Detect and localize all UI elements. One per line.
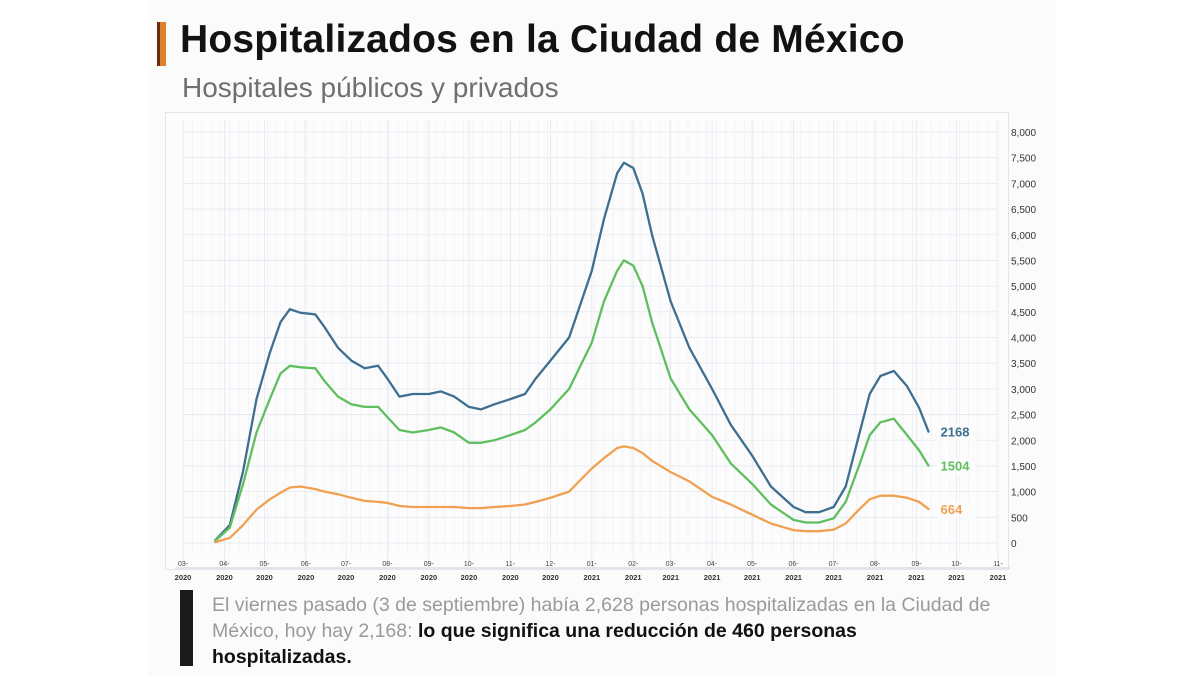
x-tick-year: 2020 <box>338 573 355 582</box>
x-tick-month: 08- <box>870 561 881 568</box>
x-tick-month: 11- <box>993 561 1003 568</box>
x-tick-year: 2021 <box>785 573 802 582</box>
x-tick-year: 2021 <box>867 573 884 582</box>
series-line-1 <box>213 259 930 543</box>
end-label-bg <box>937 424 976 441</box>
x-tick-year: 2021 <box>625 573 642 582</box>
end-label-bg <box>937 501 976 518</box>
page-title: Hospitalizados en la Ciudad de México <box>180 18 905 61</box>
y-tick-label: 7,000 <box>1011 179 1036 190</box>
x-tick-month: 05- <box>259 561 270 568</box>
x-tick-month: 06- <box>301 561 312 568</box>
x-tick-year: 2021 <box>908 573 925 582</box>
y-tick-label: 4,000 <box>1011 334 1036 345</box>
series-line-0 <box>213 161 930 542</box>
y-tick-label: 6,000 <box>1011 231 1036 242</box>
series-end-label: 2168 <box>941 425 970 440</box>
x-tick-month: 01- <box>587 561 598 568</box>
x-tick-month: 11- <box>506 561 516 568</box>
series-end-label: 664 <box>941 502 963 517</box>
x-tick-year: 2020 <box>502 573 519 582</box>
x-tick-year: 2021 <box>825 573 842 582</box>
note-text: El viernes pasado (3 de septiembre) habí… <box>212 594 991 642</box>
y-tick-label: 1,500 <box>1011 462 1036 473</box>
page-subtitle: Hospitales públicos y privados <box>182 72 559 103</box>
y-tick-label: 5,500 <box>1011 256 1036 267</box>
note-highlight: lo que significa una reducción de 460 pe… <box>212 620 857 668</box>
series-end-label: 1504 <box>941 459 971 474</box>
series-line-2 <box>213 445 930 544</box>
x-tick-year: 2021 <box>704 573 721 582</box>
x-tick-month: 04- <box>707 561 718 568</box>
y-tick-label: 3,000 <box>1011 385 1036 396</box>
y-tick-label: 4,500 <box>1011 308 1036 319</box>
x-tick-month: 02- <box>628 561 639 568</box>
summary-note: El viernes pasado (3 de septiembre) habí… <box>212 592 1002 670</box>
x-tick-year: 2020 <box>420 573 437 582</box>
x-tick-month: 06- <box>789 561 800 568</box>
x-tick-month: 03- <box>178 561 189 568</box>
x-tick-month: 07- <box>829 561 840 568</box>
x-tick-month: 04- <box>219 561 230 568</box>
x-tick-year: 2020 <box>542 573 559 582</box>
x-tick-month: 03- <box>666 561 677 568</box>
x-tick-year: 2021 <box>662 573 679 582</box>
x-tick-year: 2020 <box>175 573 192 582</box>
x-tick-year: 2020 <box>256 573 273 582</box>
title-accent-bar <box>157 22 166 66</box>
x-tick-year: 2020 <box>461 573 478 582</box>
x-tick-month: 10- <box>464 561 475 568</box>
x-tick-month: 12- <box>545 561 556 568</box>
x-tick-month: 05- <box>747 561 758 568</box>
x-tick-month: 08- <box>382 561 393 568</box>
y-tick-label: 3,500 <box>1011 359 1036 370</box>
y-tick-label: 8,000 <box>1011 128 1036 139</box>
x-tick-year: 2021 <box>948 573 965 582</box>
x-tick-year: 2021 <box>744 573 761 582</box>
y-tick-label: 7,500 <box>1011 154 1036 165</box>
x-tick-month: 07- <box>341 561 352 568</box>
x-tick-year: 2020 <box>216 573 233 582</box>
end-label-bg <box>937 458 976 475</box>
x-tick-month: 10- <box>952 561 963 568</box>
x-tick-year: 2021 <box>990 573 1007 582</box>
x-tick-month: 09- <box>911 561 922 568</box>
note-accent-bar <box>180 590 193 666</box>
y-tick-label: 2,500 <box>1011 411 1036 422</box>
x-tick-year: 2020 <box>298 573 315 582</box>
y-tick-label: 5,000 <box>1011 282 1036 293</box>
y-tick-label: 500 <box>1011 513 1028 524</box>
y-tick-label: 1,000 <box>1011 488 1036 499</box>
x-tick-year: 2020 <box>379 573 396 582</box>
y-tick-label: 6,500 <box>1011 205 1036 216</box>
x-tick-year: 2021 <box>583 573 600 582</box>
y-tick-label: 0 <box>1011 539 1017 550</box>
y-tick-label: 2,000 <box>1011 436 1036 447</box>
x-tick-month: 09- <box>424 561 435 568</box>
